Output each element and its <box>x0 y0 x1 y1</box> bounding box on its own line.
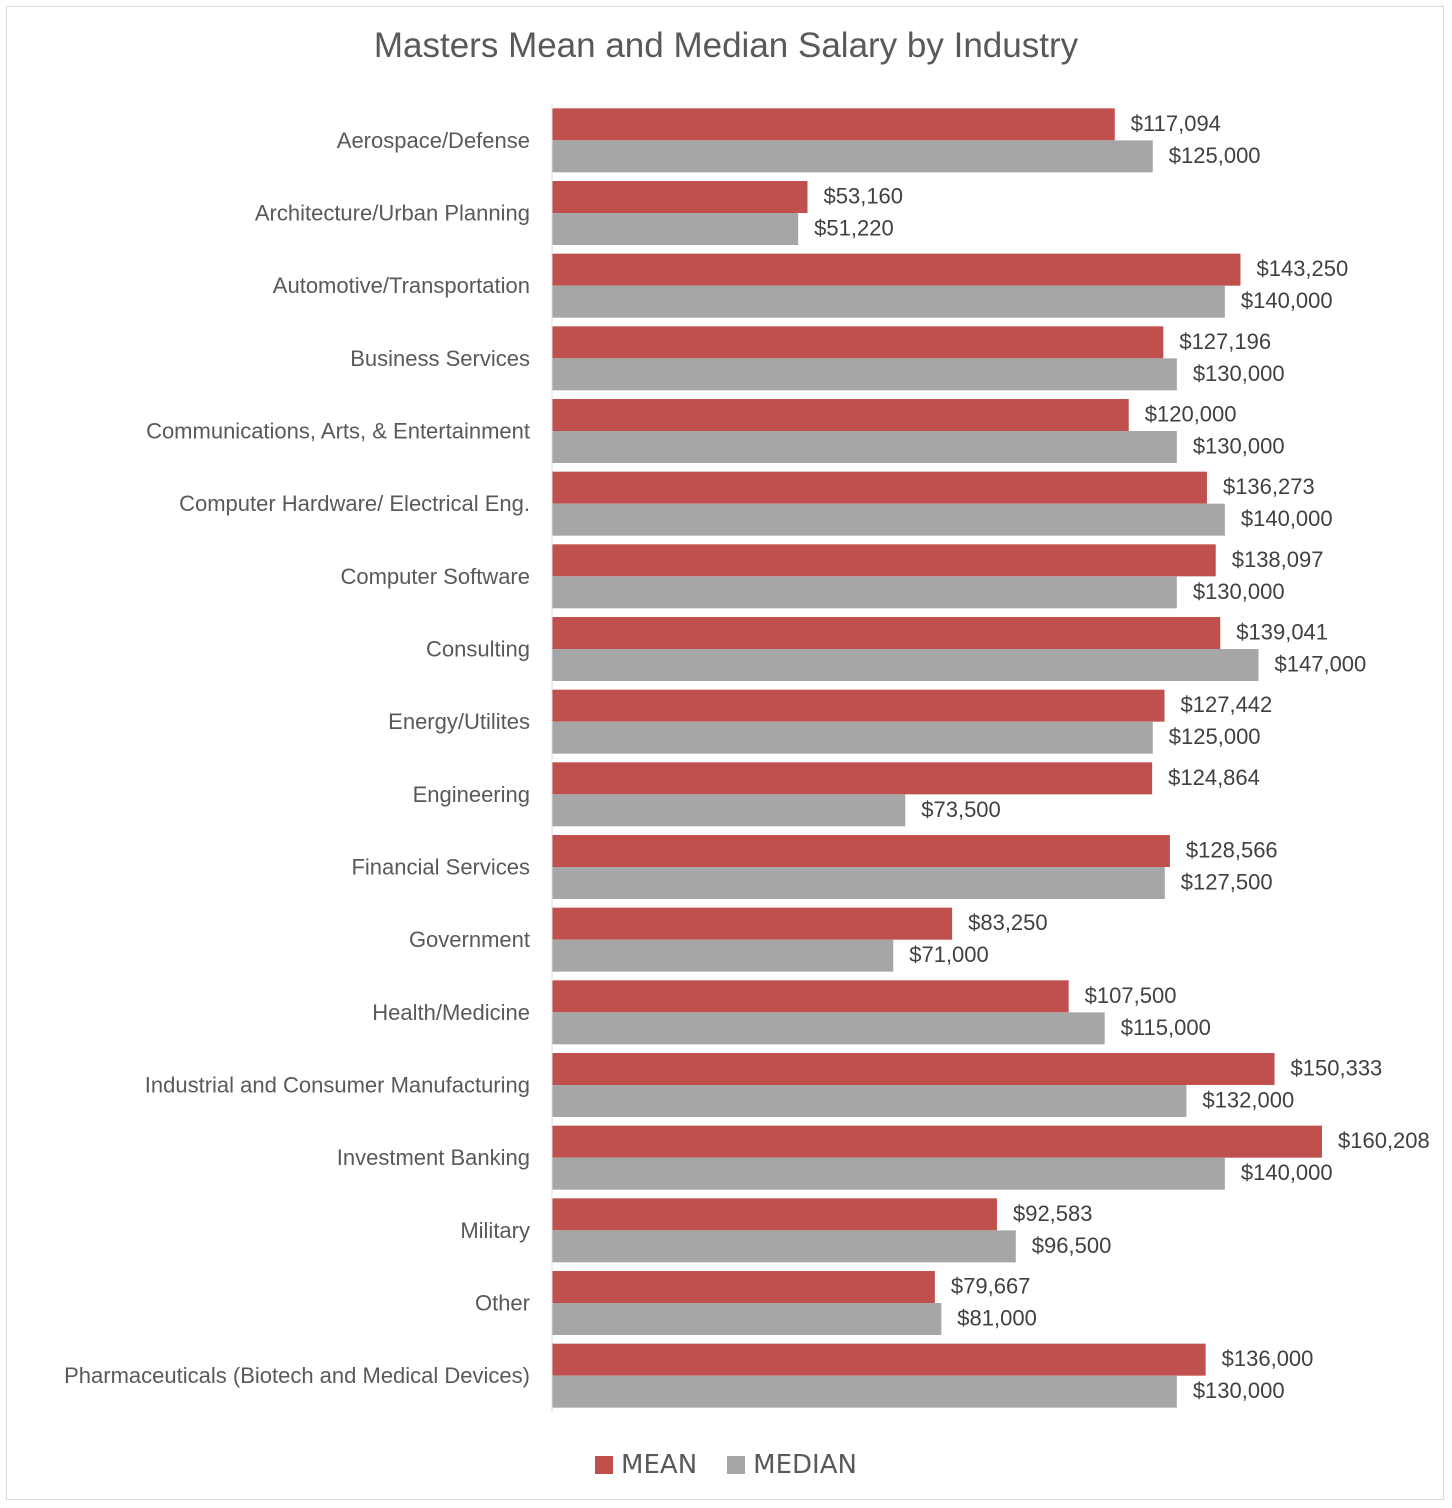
data-label-median: $51,220 <box>814 216 894 241</box>
bar-median <box>552 649 1259 681</box>
data-label-mean: $136,000 <box>1222 1346 1314 1371</box>
data-label-median: $130,000 <box>1193 1378 1285 1403</box>
bar-mean <box>552 1053 1275 1085</box>
data-label-mean: $160,208 <box>1338 1128 1430 1153</box>
bar-median <box>552 939 894 972</box>
bar-median <box>552 503 1225 536</box>
bar-mean <box>552 181 808 213</box>
legend-item-median: MEDIAN <box>727 1450 857 1480</box>
data-label-median: $132,000 <box>1202 1088 1294 1113</box>
bar-mean <box>552 1271 935 1303</box>
bar-mean <box>552 617 1221 649</box>
bar-median <box>552 576 1177 609</box>
data-label-mean: $127,442 <box>1181 692 1273 717</box>
bar-mean <box>552 980 1069 1013</box>
category-label: Military <box>460 1218 530 1243</box>
bar-mean <box>552 471 1207 504</box>
category-label: Consulting <box>426 637 530 662</box>
legend-swatch-median <box>727 1456 746 1474</box>
bar-mean <box>552 835 1170 867</box>
bar-median <box>552 867 1165 899</box>
data-label-median: $73,500 <box>921 797 1001 822</box>
category-label: Computer Software <box>340 564 530 589</box>
data-label-mean: $92,583 <box>1013 1201 1093 1226</box>
category-label: Communications, Arts, & Entertainment <box>146 419 530 444</box>
data-label-median: $71,000 <box>909 942 989 967</box>
category-label: Energy/Utilites <box>388 709 530 734</box>
data-label-mean: $136,273 <box>1223 474 1315 499</box>
data-label-mean: $117,094 <box>1131 111 1221 136</box>
data-label-mean: $138,097 <box>1232 547 1324 572</box>
bar-median <box>552 1375 1177 1408</box>
data-label-median: $96,500 <box>1032 1233 1112 1258</box>
bar-median <box>552 285 1225 318</box>
bar-mean <box>552 108 1115 141</box>
category-label: Industrial and Consumer Manufacturing <box>145 1073 530 1098</box>
data-label-median: $147,000 <box>1275 652 1367 677</box>
category-label: Automotive/Transportation <box>273 273 530 298</box>
bar-median <box>552 1157 1225 1190</box>
category-label: Pharmaceuticals (Biotech and Medical Dev… <box>64 1363 530 1388</box>
data-label-median: $130,000 <box>1193 361 1285 386</box>
data-label-median: $140,000 <box>1241 288 1333 313</box>
category-label: Engineering <box>413 782 530 807</box>
bar-mean <box>552 253 1241 286</box>
bar-mean <box>552 762 1153 795</box>
data-label-mean: $79,667 <box>951 1274 1031 1299</box>
bar-median <box>552 1085 1187 1117</box>
category-label: Health/Medicine <box>372 1000 530 1025</box>
category-label: Investment Banking <box>337 1145 530 1170</box>
bar-median <box>552 1012 1105 1045</box>
legend-label-mean: MEAN <box>621 1450 698 1480</box>
category-label: Other <box>475 1291 530 1316</box>
bar-mean <box>552 1343 1206 1376</box>
data-label-mean: $128,566 <box>1186 838 1278 863</box>
data-label-mean: $83,250 <box>968 910 1048 935</box>
data-label-median: $125,000 <box>1169 724 1261 749</box>
data-label-mean: $143,250 <box>1256 256 1348 281</box>
category-label: Computer Hardware/ Electrical Eng. <box>179 491 530 516</box>
bar-mean <box>552 1125 1322 1158</box>
bar-mean <box>552 399 1129 431</box>
bar-median <box>552 1303 942 1335</box>
chart-title: Masters Mean and Median Salary by Indust… <box>373 26 1079 65</box>
bar-mean <box>552 326 1164 359</box>
data-label-mean: $107,500 <box>1085 983 1177 1008</box>
bar-median <box>552 140 1153 173</box>
data-label-median: $140,000 <box>1241 1160 1333 1185</box>
bar-median <box>552 1230 1016 1263</box>
bar-median <box>552 213 799 245</box>
bar-mean <box>552 689 1165 722</box>
legend-label-median: MEDIAN <box>753 1450 857 1480</box>
bar-mean <box>552 907 953 940</box>
data-label-median: $127,500 <box>1181 870 1273 895</box>
data-label-median: $125,000 <box>1169 143 1261 168</box>
category-label: Government <box>409 927 530 952</box>
data-label-median: $130,000 <box>1193 579 1285 604</box>
data-label-mean: $150,333 <box>1291 1056 1383 1081</box>
bar-mean <box>552 544 1216 577</box>
legend-item-mean: MEAN <box>595 1450 697 1480</box>
data-label-mean: $124,864 <box>1168 765 1260 790</box>
legend-swatch-mean <box>595 1456 614 1474</box>
data-label-median: $130,000 <box>1193 434 1285 459</box>
data-label-mean: $127,196 <box>1179 329 1271 354</box>
category-label: Aerospace/Defense <box>337 128 530 153</box>
bar-median <box>552 794 906 827</box>
category-label: Architecture/Urban Planning <box>255 201 530 226</box>
data-label-median: $140,000 <box>1241 506 1333 531</box>
legend: MEAN MEDIAN <box>0 1450 1452 1480</box>
bar-median <box>552 431 1177 463</box>
data-label-mean: $53,160 <box>824 184 904 209</box>
data-label-mean: $139,041 <box>1236 620 1328 645</box>
category-label: Business Services <box>350 346 530 371</box>
category-label: Financial Services <box>351 855 530 880</box>
bar-median <box>552 721 1153 754</box>
bar-median <box>552 358 1177 391</box>
data-label-mean: $120,000 <box>1145 402 1237 427</box>
data-label-median: $81,000 <box>957 1306 1037 1331</box>
bar-mean <box>552 1198 997 1231</box>
data-label-median: $115,000 <box>1121 1015 1211 1040</box>
